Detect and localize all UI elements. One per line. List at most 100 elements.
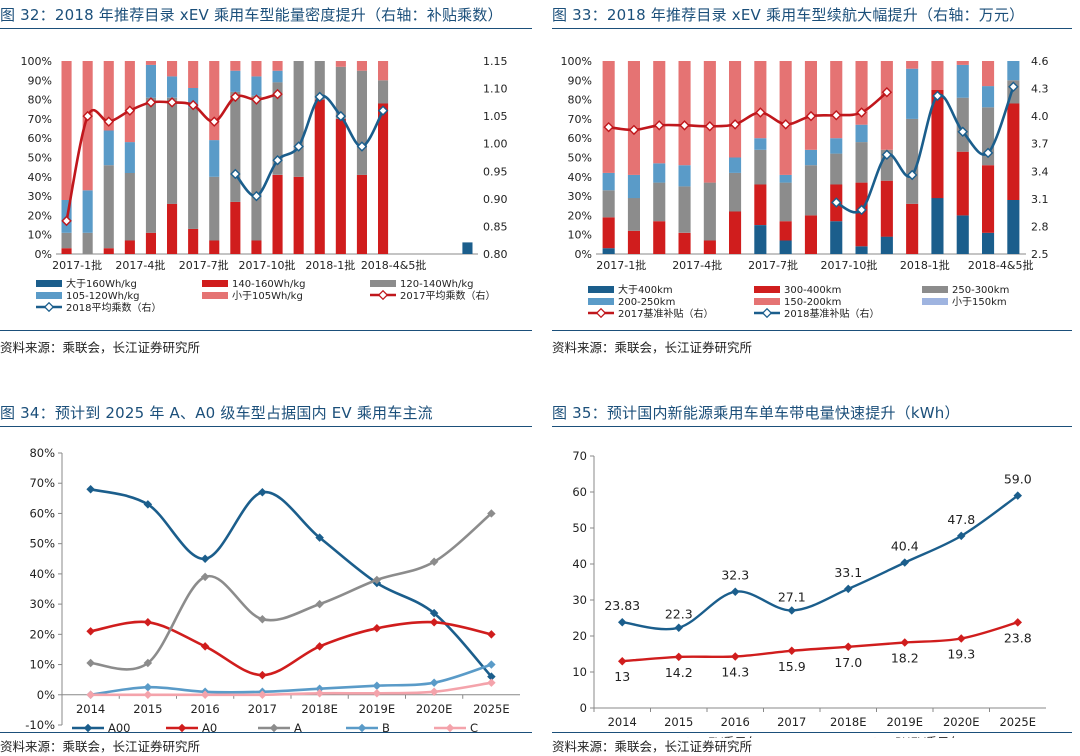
series-marker: [674, 623, 683, 632]
legend-label: C: [470, 721, 478, 735]
bar-segment: [209, 176, 220, 241]
legend-label: 2018平均乘数（右）: [66, 301, 161, 314]
bar-segment: [779, 240, 792, 254]
bar-segment: [931, 61, 944, 90]
series-marker: [86, 690, 95, 700]
bar-segment: [779, 182, 792, 222]
legend-label: 2017基准补贴（右）: [618, 307, 713, 320]
figure-35-source: 资料来源：乘联会，长江证券研究所: [552, 739, 753, 754]
bar-segment: [124, 142, 135, 173]
bar-segment: [145, 64, 156, 98]
bar-segment: [356, 70, 367, 175]
figure-33-source-rule: [552, 330, 1072, 331]
x-tick-label: 2015: [133, 702, 162, 716]
bar-segment: [729, 157, 742, 173]
series-marker: [143, 618, 153, 627]
bar-segment: [906, 203, 919, 254]
y-tick-label: -10%: [25, 718, 55, 732]
legend-label: A00: [108, 721, 131, 735]
bar-segment: [145, 61, 156, 65]
bar-segment: [103, 61, 114, 131]
bar-segment: [82, 190, 93, 233]
bar-segment: [779, 221, 792, 241]
x-tick-label: 2018E: [301, 702, 338, 716]
bar-segment: [145, 97, 156, 233]
bar-segment: [272, 82, 283, 175]
bar-segment: [167, 76, 178, 98]
bar-segment: [230, 70, 241, 92]
x-tick-label: 2018-4&5批: [361, 258, 427, 272]
bar-segment: [906, 118, 919, 204]
y-tick-label: 30%: [568, 190, 592, 203]
legend-swatch: [588, 298, 614, 305]
bar-segment: [251, 95, 262, 241]
y2-tick-label: 2.8: [1031, 220, 1049, 233]
bar-segment: [602, 190, 615, 218]
data-label: 40.4: [891, 539, 919, 554]
series-marker: [487, 509, 496, 518]
y2-tick-label: 1.05: [483, 110, 508, 123]
series-line: [608, 91, 888, 132]
legend-swatch: [202, 292, 228, 299]
y-tick-label: 50%: [28, 152, 52, 165]
figure-34-source: 资料来源：乘联会，长江证券研究所: [0, 739, 201, 754]
y-tick-label: 20%: [28, 209, 52, 222]
bar-segment: [145, 232, 156, 254]
y2-tick-label: 3.1: [1031, 193, 1049, 206]
x-tick-label: 2018-1批: [900, 258, 950, 272]
bar-segment: [272, 61, 283, 71]
bar-segment: [378, 103, 389, 254]
bar-segment: [602, 172, 615, 191]
x-tick-label: 2025E: [999, 715, 1036, 729]
data-label: 23.8: [1004, 630, 1032, 645]
legend-label: 200-250km: [618, 297, 675, 308]
series-marker: [258, 690, 267, 700]
bar-segment: [378, 80, 389, 104]
series-marker: [1008, 81, 1019, 92]
bar-segment: [779, 61, 792, 175]
legend-label: 小于150km: [952, 296, 1007, 308]
series-marker: [209, 116, 220, 127]
series-marker: [315, 684, 324, 693]
data-label: 22.3: [665, 607, 693, 622]
bar-segment: [906, 68, 919, 119]
bar-segment: [188, 107, 199, 229]
figure-34-title-rule: [0, 426, 532, 427]
series-marker: [429, 678, 439, 687]
x-tick-label: 2017-4批: [672, 258, 722, 272]
bar-segment: [804, 165, 817, 216]
data-label: 33.1: [834, 565, 862, 580]
figure-34-source-rule: [0, 732, 532, 733]
bar-segment: [653, 61, 666, 164]
y-tick-label: 50: [572, 521, 587, 535]
bar-segment: [627, 174, 640, 199]
y-tick-label: 70%: [29, 476, 55, 490]
series-marker: [844, 584, 853, 594]
bar-segment: [1007, 61, 1020, 81]
bar-segment: [729, 61, 742, 158]
y-tick-label: 10%: [28, 229, 52, 242]
y-tick-label: 50%: [568, 152, 592, 165]
bar-segment: [754, 149, 767, 185]
y-tick-label: 80%: [29, 446, 55, 460]
y-tick-label: 70%: [28, 113, 52, 126]
y-tick-label: 90%: [28, 74, 52, 87]
figure-35-source-rule: [552, 732, 1072, 733]
bar-segment: [356, 61, 367, 71]
figure-34-title: 图 34：预计到 2025 年 A、A0 级车型占据国内 EV 乘用车主流: [0, 404, 433, 422]
bar-segment: [931, 90, 944, 199]
series-marker: [335, 110, 347, 122]
series-marker: [704, 121, 716, 132]
bar-segment: [251, 61, 262, 77]
bar-segment: [293, 61, 304, 177]
series-marker: [731, 652, 740, 661]
series-marker: [487, 630, 496, 639]
series-marker: [61, 215, 72, 227]
y-tick-label: 60%: [28, 132, 52, 145]
bar-segment: [627, 61, 640, 175]
y-tick-label: 100%: [21, 55, 52, 68]
legend-label: 250-300km: [952, 285, 1009, 296]
x-tick-label: 2018E: [830, 715, 867, 729]
bar-segment: [378, 61, 389, 81]
bar-segment: [956, 61, 969, 65]
